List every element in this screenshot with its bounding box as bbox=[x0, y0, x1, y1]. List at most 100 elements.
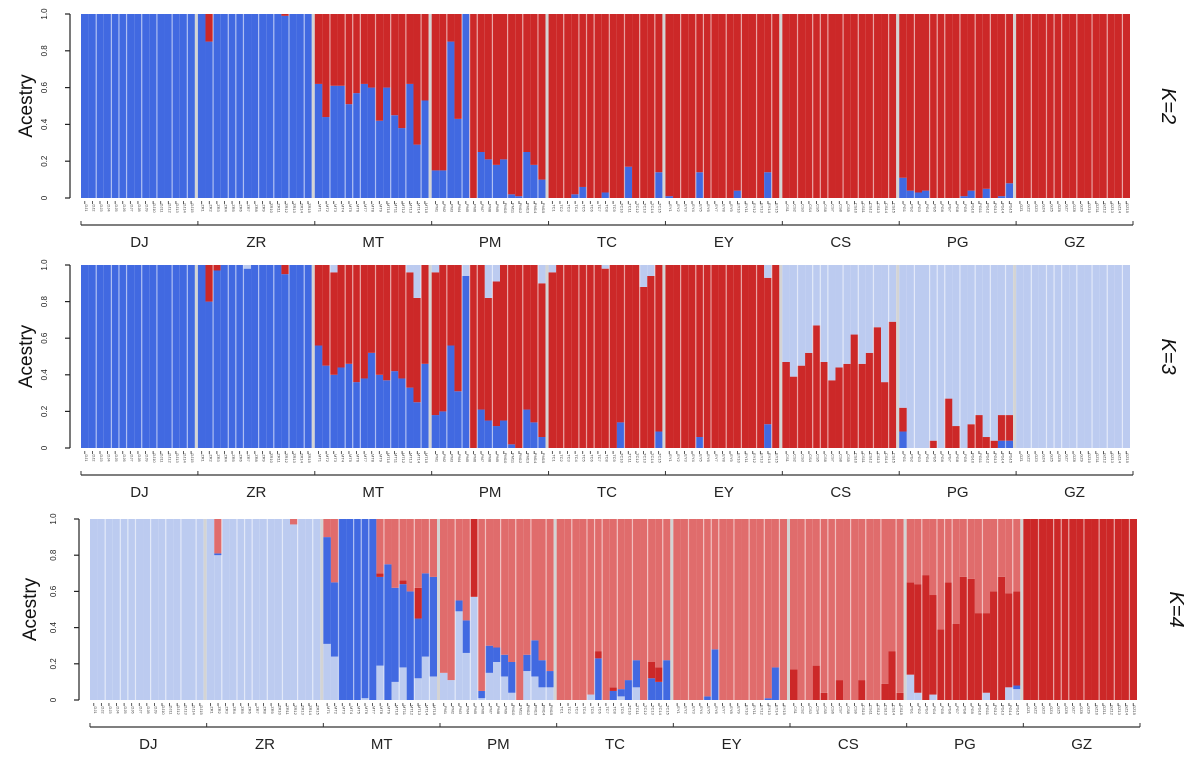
sample-divider bbox=[537, 265, 539, 448]
sample-label: PM4 bbox=[457, 204, 462, 213]
sample-label: PM15 bbox=[549, 705, 554, 716]
bar-segment-cluster-red bbox=[647, 14, 655, 198]
bar-segment-cluster-blue bbox=[429, 576, 437, 677]
bar-segment-cluster-lightblue bbox=[376, 665, 384, 700]
sample-label: MT8 bbox=[371, 454, 376, 463]
sample-divider bbox=[469, 519, 471, 700]
bar-segment-cluster-salmon bbox=[376, 519, 384, 574]
bar-segment-cluster-blue bbox=[103, 265, 112, 448]
bar-segment-cluster-lightblue bbox=[639, 265, 648, 287]
sample-label: GZ6 bbox=[1057, 454, 1062, 463]
sample-label: ZR7 bbox=[246, 204, 251, 212]
sample-label: GZ14 bbox=[1118, 453, 1123, 464]
bar-segment-cluster-blue bbox=[214, 553, 222, 556]
sample-divider bbox=[865, 519, 867, 700]
bar-segment-cluster-blue bbox=[771, 667, 780, 700]
sample-label: GZ8 bbox=[1079, 706, 1084, 715]
sample-divider bbox=[413, 519, 415, 700]
bar-segment-cluster-blue bbox=[361, 519, 369, 699]
sample-label: PM5 bbox=[473, 706, 478, 715]
bar-segment-cluster-red bbox=[820, 692, 828, 700]
sample-label: EY14 bbox=[775, 705, 780, 716]
group-pm bbox=[431, 265, 546, 448]
sample-label: GZ9 bbox=[1080, 454, 1085, 463]
bar-segment-cluster-red bbox=[982, 437, 991, 448]
sample-divider bbox=[725, 14, 727, 198]
sample-label: PG10 bbox=[970, 453, 975, 464]
y-tick-label: 0.8 bbox=[49, 549, 58, 561]
sample-label: TC15 bbox=[666, 705, 671, 716]
group-separator bbox=[896, 265, 900, 448]
sample-label: CS14 bbox=[891, 705, 896, 716]
sample-label: PM14 bbox=[533, 203, 538, 214]
sample-label: ZR9 bbox=[261, 454, 266, 462]
sample-label: PM6 bbox=[472, 204, 477, 213]
bar-segment-cluster-lightblue bbox=[929, 265, 938, 441]
group-pm bbox=[431, 14, 546, 198]
bar-segment-cluster-red bbox=[405, 14, 414, 84]
sample-label: GZ2 bbox=[1027, 204, 1032, 213]
bar-segment-cluster-blue bbox=[338, 519, 347, 700]
sample-divider bbox=[936, 519, 938, 700]
group-separator bbox=[553, 519, 557, 700]
bar-segment-cluster-red bbox=[281, 265, 289, 275]
bar-segment-cluster-red bbox=[771, 14, 780, 198]
sample-divider bbox=[353, 519, 355, 700]
bar-segment-cluster-blue bbox=[367, 352, 376, 448]
sample-label: PM11 bbox=[510, 453, 515, 464]
sample-divider bbox=[578, 265, 580, 448]
bar-segment-cluster-red bbox=[281, 14, 289, 16]
bar-segment-cluster-red bbox=[390, 14, 399, 116]
bar-segment-cluster-blue bbox=[266, 14, 274, 198]
sample-label: PG12 bbox=[986, 453, 991, 464]
y-tick-label: 0.8 bbox=[40, 295, 49, 307]
y-tick-label: 1.0 bbox=[40, 8, 49, 20]
bar-segment-cluster-blue bbox=[141, 14, 150, 198]
sample-label: TC8 bbox=[605, 454, 610, 462]
sample-divider bbox=[740, 14, 742, 198]
sample-divider bbox=[266, 519, 268, 700]
sample-label: GZ10 bbox=[1087, 453, 1092, 464]
sample-label: MT5 bbox=[356, 706, 361, 715]
group-gz bbox=[1016, 265, 1130, 448]
bar-segment-cluster-red bbox=[711, 14, 719, 198]
bar-segment-cluster-salmon bbox=[982, 519, 991, 614]
sample-divider bbox=[446, 14, 448, 198]
bar-segment-cluster-lightblue bbox=[405, 265, 414, 273]
sample-label: TC9 bbox=[620, 706, 625, 714]
sample-divider bbox=[212, 14, 214, 198]
sample-label: EY6 bbox=[706, 204, 711, 212]
bar-segment-cluster-red bbox=[703, 265, 711, 448]
bar-segment-cluster-blue bbox=[367, 87, 376, 198]
bar-segment-cluster-blue bbox=[179, 265, 188, 448]
sample-divider bbox=[585, 265, 588, 448]
sample-label: CS5 bbox=[823, 706, 828, 715]
bar-segment-cluster-blue bbox=[431, 415, 440, 448]
sample-label: ZR14 bbox=[299, 453, 304, 464]
bar-segment-cluster-red bbox=[929, 440, 938, 448]
sample-label: CS12 bbox=[869, 453, 874, 464]
sample-label: ZR8 bbox=[254, 454, 259, 462]
panel-k2: DJ1 DJ2 DJ3 DJ4 DJ5 DJ6 DJ7 DJ8 DJ9 DJ10 DJ11 DJ12 D… bbox=[16, 8, 1179, 251]
bar-segment-cluster-blue bbox=[220, 14, 229, 198]
bar-segment-cluster-blue bbox=[243, 14, 252, 198]
bar-segment-cluster-blue bbox=[507, 444, 516, 448]
bar-segment-cluster-lightblue bbox=[982, 692, 991, 700]
bar-segment-cluster-red bbox=[469, 14, 478, 198]
sample-divider bbox=[1106, 14, 1108, 198]
sample-divider bbox=[156, 14, 158, 198]
bar-segment-cluster-red bbox=[1038, 14, 1047, 198]
bar-segment-cluster-lightblue bbox=[906, 265, 915, 448]
bar-segment-cluster-blue bbox=[368, 519, 377, 700]
sample-divider bbox=[236, 519, 238, 700]
bar-segment-cluster-red bbox=[205, 14, 214, 42]
bar-segment-cluster-blue bbox=[118, 14, 127, 198]
bar-segment-cluster-salmon bbox=[888, 519, 897, 652]
sample-label: GZ10 bbox=[1087, 203, 1092, 214]
sample-divider bbox=[981, 519, 984, 700]
sample-divider bbox=[125, 14, 128, 198]
sample-label: EY14 bbox=[767, 453, 772, 464]
bar-segment-cluster-red bbox=[764, 14, 772, 173]
bar-segment-cluster-blue bbox=[149, 14, 157, 198]
bar-segment-cluster-red bbox=[688, 265, 696, 448]
